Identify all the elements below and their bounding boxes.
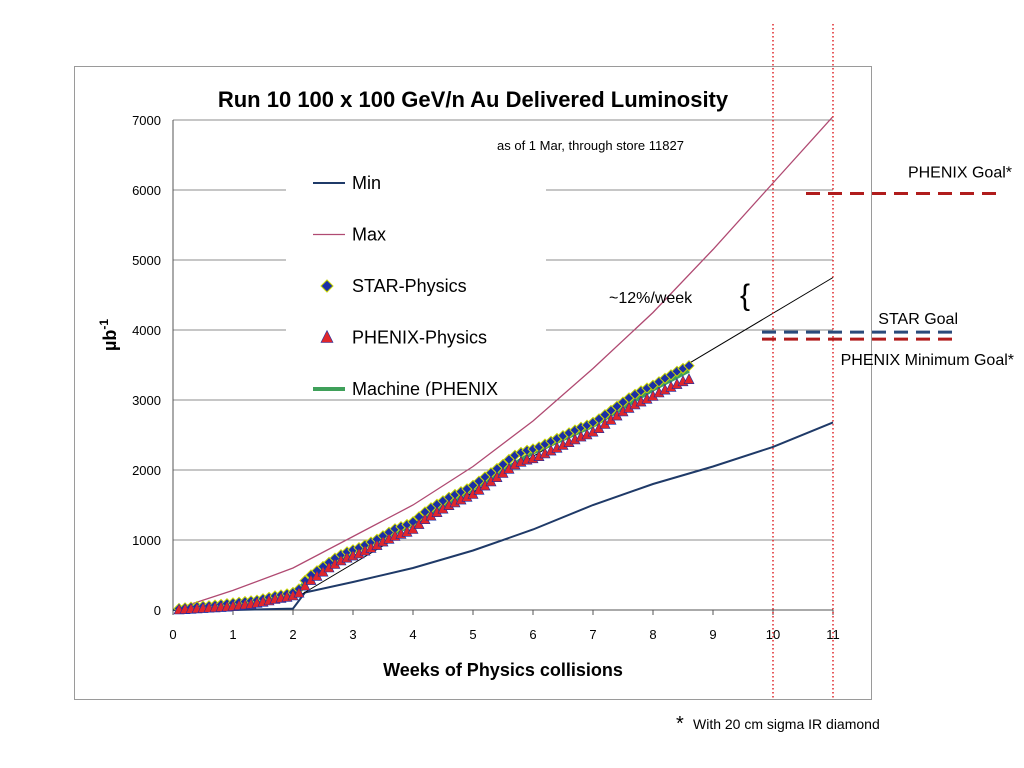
y-tick-4000: 4000 [132, 323, 161, 338]
x-tick-8: 8 [649, 627, 656, 642]
legend-items: Min Max STAR-Physics PHENIX-Physics Machine … [313, 173, 498, 399]
y-axis-unit-exponent: -1 [97, 319, 111, 330]
legend-label-machine: Machine (PHENIX [352, 379, 498, 399]
x-tick-4: 4 [409, 627, 416, 642]
star-goal-label: STAR Goal [878, 311, 958, 328]
legend-label-min: Min [352, 173, 381, 193]
legend-item-machine: Machine (PHENIX [313, 379, 498, 399]
rate-annotation: ~12%/week [609, 290, 693, 307]
x-tick-6: 6 [529, 627, 536, 642]
y-axis-unit: µb [100, 330, 120, 351]
legend-item-min: Min [313, 173, 381, 193]
y-tick-6000: 6000 [132, 183, 161, 198]
y-tick-1000: 1000 [132, 533, 161, 548]
svg-text:µb-1: µb-1 [97, 319, 120, 351]
y-tick-0: 0 [154, 603, 161, 618]
y-tick-3000: 3000 [132, 393, 161, 408]
x-tick-1: 1 [229, 627, 236, 642]
x-tick-11: 11 [826, 627, 840, 642]
legend-swatch-star [320, 279, 334, 293]
x-tick-labels: 0 1 2 3 4 5 6 7 8 9 10 11 [169, 627, 839, 642]
legend-item-max: Max [313, 225, 386, 245]
star-physics-point [683, 359, 695, 372]
legend-item-phenix: PHENIX-Physics [320, 328, 487, 348]
series-markers [173, 359, 695, 615]
phenix-physics-point [683, 373, 695, 385]
series-min-line [173, 421, 834, 611]
x-tick-5: 5 [469, 627, 476, 642]
x-tick-9: 9 [709, 627, 716, 642]
goal-lines: PHENIX Goal* STAR Goal PHENIX Minimum Goal… [762, 24, 1014, 700]
y-tick-5000: 5000 [132, 253, 161, 268]
x-tick-0: 0 [169, 627, 176, 642]
y-tick-7000: 7000 [132, 113, 161, 128]
y-axis-label: µb-1 [97, 319, 120, 351]
chart-title: Run 10 100 x 100 GeV/n Au Delivered Lumi… [218, 87, 729, 112]
series-max-line [172, 116, 834, 611]
grid-lines [173, 119, 833, 541]
footnote-star: * [676, 713, 684, 735]
chart-subtitle: as of 1 Mar, through store 11827 [497, 138, 684, 153]
legend-label-phenix: PHENIX-Physics [352, 328, 487, 348]
y-tick-labels: 0 1000 2000 3000 4000 5000 6000 7000 [132, 113, 161, 618]
phenix-goal-label: PHENIX Goal* [908, 165, 1012, 182]
legend-item-star: STAR-Physics [320, 276, 467, 296]
rate-brace: { [740, 279, 750, 312]
axes [172, 120, 834, 615]
chart-frame [74, 66, 872, 700]
x-tick-7: 7 [589, 627, 596, 642]
x-tick-2: 2 [289, 627, 296, 642]
y-tick-2000: 2000 [132, 463, 161, 478]
phenix-physics-point [299, 579, 311, 591]
legend-background [286, 162, 546, 398]
footnote-text: With 20 cm sigma IR diamond [693, 716, 880, 732]
x-axis-label: Weeks of Physics collisions [383, 660, 623, 680]
x-tick-3: 3 [349, 627, 356, 642]
phenix-minimum-goal-label: PHENIX Minimum Goal* [841, 352, 1014, 369]
phenix-physics-point [293, 586, 305, 598]
x-tick-10: 10 [766, 627, 780, 642]
legend-swatch-phenix [320, 329, 334, 343]
legend: Min Max STAR-Physics PHENIX-Physics Machine … [313, 173, 498, 399]
legend-label-star: STAR-Physics [352, 276, 467, 296]
legend-label-max: Max [352, 225, 386, 245]
